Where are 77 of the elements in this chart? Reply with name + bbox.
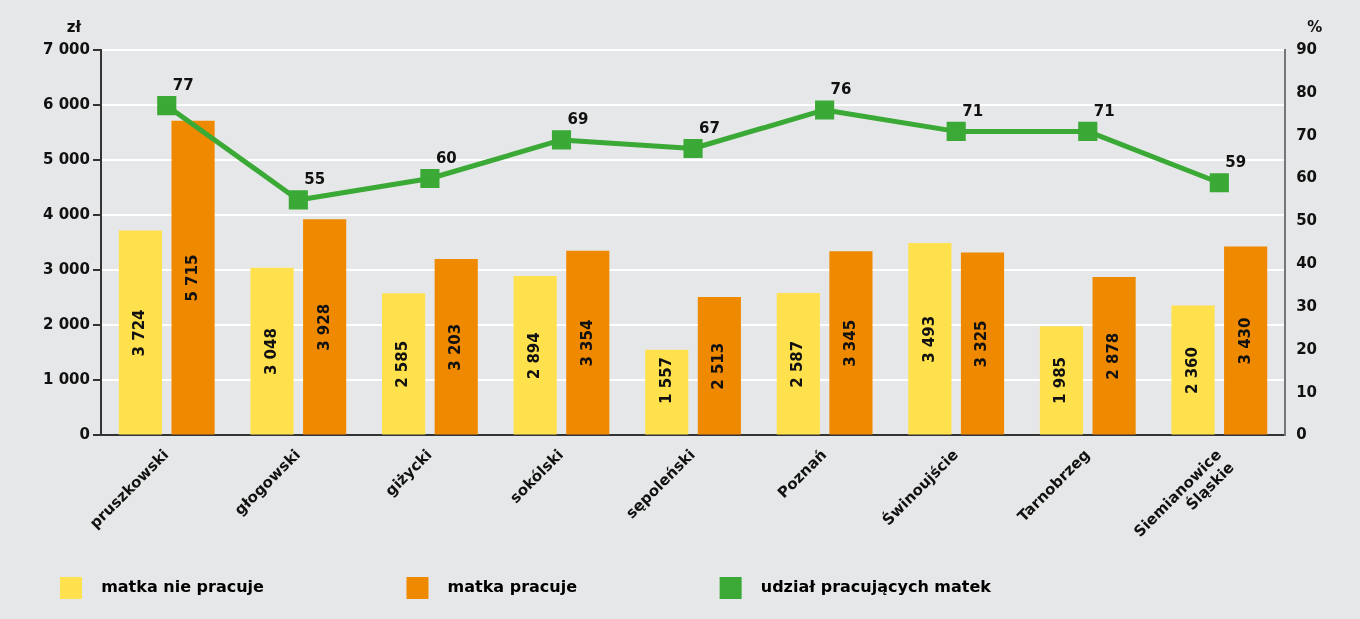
data-label: 2 360 <box>1182 347 1201 394</box>
point <box>1078 121 1098 141</box>
bar <box>960 252 1005 435</box>
data-label: 60 <box>435 148 457 167</box>
y-tick-label: 5 000 <box>42 150 90 169</box>
data-label: 67 <box>699 118 720 137</box>
data-label: 69 <box>567 110 589 129</box>
bar <box>303 219 347 435</box>
y2-axis-title: % <box>1307 18 1323 37</box>
y-tick-label: 2 000 <box>42 315 90 334</box>
data-label: 55 <box>304 170 326 189</box>
y2-tick-label: 30 <box>1296 296 1317 315</box>
bar <box>382 293 426 435</box>
bar <box>434 259 478 435</box>
data-label: 59 <box>1225 153 1247 172</box>
bar <box>697 297 741 435</box>
y2-tick-label: 80 <box>1296 82 1317 101</box>
y2-tick-label: 90 <box>1296 39 1317 58</box>
data-label: 71 <box>962 101 984 120</box>
data-label: 2 894 <box>525 332 544 380</box>
y2-tick-label: 20 <box>1296 339 1317 358</box>
y-tick-label: 7 000 <box>42 39 90 58</box>
data-label: 2 585 <box>393 340 412 388</box>
point <box>157 96 177 116</box>
y2-tick-label: 0 <box>1296 425 1307 444</box>
data-label: 3 048 <box>261 328 280 376</box>
bar <box>1224 246 1268 435</box>
data-label: 3 430 <box>1235 317 1254 365</box>
bar <box>908 243 952 435</box>
data-label: 2 587 <box>788 340 807 388</box>
data-label: 2 513 <box>709 342 728 390</box>
data-label: 3 928 <box>314 303 333 351</box>
data-label: 5 715 <box>182 254 201 302</box>
y2-tick-label: 60 <box>1296 168 1317 187</box>
legend-label: matka pracuje <box>436 577 700 597</box>
data-label: 76 <box>830 80 852 99</box>
data-label: 1 985 <box>1051 356 1070 404</box>
y-axis-title: zł <box>66 18 82 37</box>
data-label: 3 493 <box>919 315 938 363</box>
bar <box>118 230 163 435</box>
data-label: 2 878 <box>1103 332 1122 380</box>
y2-tick-label: 70 <box>1296 125 1317 144</box>
legend-label: matka nie pracuje <box>90 577 387 597</box>
point <box>1209 173 1229 193</box>
data-label: 3 325 <box>972 320 991 368</box>
bar <box>513 276 557 435</box>
y2-tick-label: 50 <box>1296 211 1317 230</box>
point <box>683 138 703 159</box>
point <box>420 168 440 189</box>
bar <box>171 120 215 435</box>
point <box>551 130 572 150</box>
bar <box>566 250 610 435</box>
y-tick-label: 3 000 <box>42 260 90 279</box>
legend-label: udział pracujących matek <box>749 577 1114 597</box>
data-label: 3 724 <box>130 309 149 357</box>
data-label: 3 203 <box>446 323 465 371</box>
data-label: 71 <box>1093 101 1115 120</box>
bar <box>645 349 689 435</box>
y-tick-label: 0 <box>79 425 90 444</box>
y-tick-label: 6 000 <box>42 94 90 113</box>
bar <box>1092 276 1136 435</box>
y2-tick-label: 40 <box>1296 254 1317 273</box>
bar <box>1171 305 1215 435</box>
y2-tick-label: 10 <box>1296 382 1317 401</box>
point <box>815 100 835 120</box>
bar <box>1039 326 1084 435</box>
y-tick-label: 1 000 <box>42 370 90 389</box>
data-label: 77 <box>172 76 194 95</box>
data-label: 1 557 <box>656 356 675 404</box>
point <box>946 121 966 141</box>
bar <box>250 267 294 435</box>
bar <box>776 293 820 435</box>
y-tick-label: 4 000 <box>42 205 90 224</box>
data-label: 3 345 <box>840 319 859 367</box>
data-label: 3 354 <box>577 319 596 367</box>
bar <box>829 251 873 435</box>
point <box>288 190 308 210</box>
